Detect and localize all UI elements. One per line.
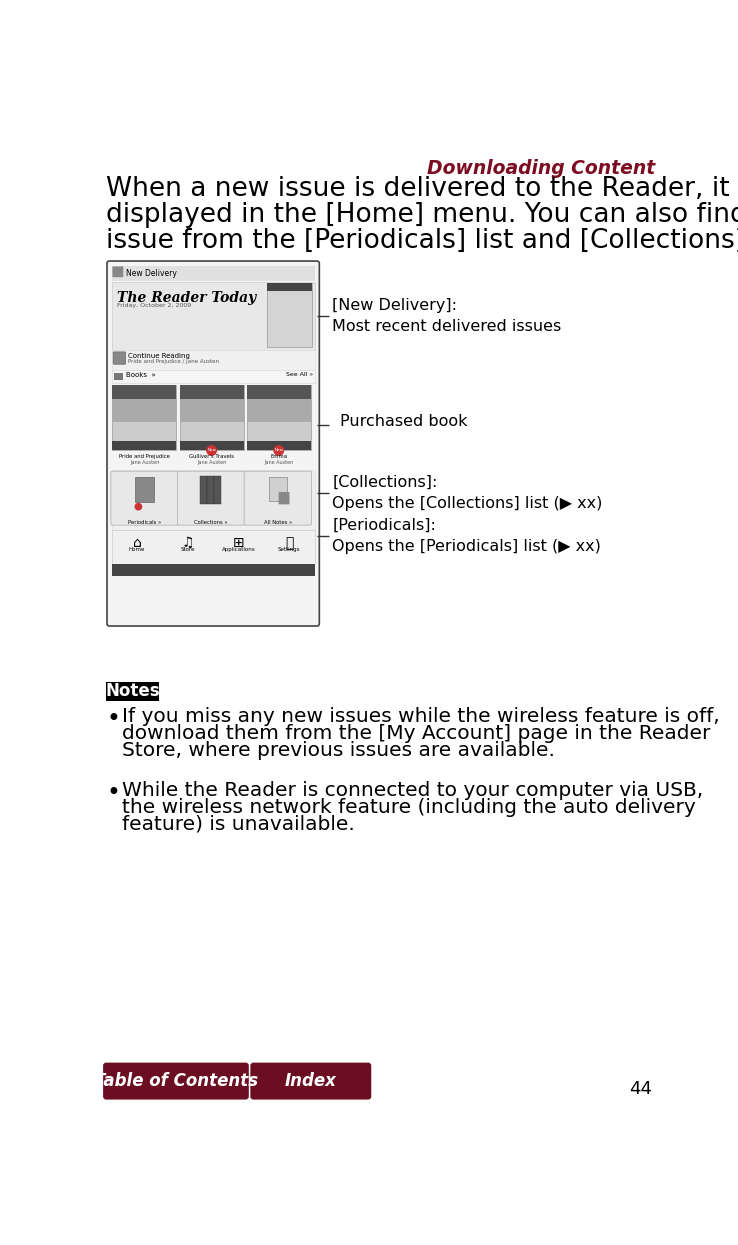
Text: New: New bbox=[275, 448, 283, 452]
Text: All Notes »: All Notes » bbox=[263, 519, 292, 525]
Text: Store, where previous issues are available.: Store, where previous issues are availab… bbox=[122, 741, 554, 759]
FancyBboxPatch shape bbox=[107, 261, 320, 626]
Text: While the Reader is connected to your computer via USB,: While the Reader is connected to your co… bbox=[122, 781, 703, 799]
Text: Purchased book: Purchased book bbox=[340, 415, 468, 430]
Text: When a new issue is delivered to the Reader, it will be: When a new issue is delivered to the Rea… bbox=[106, 176, 738, 202]
Bar bbox=[246, 385, 311, 398]
Text: •: • bbox=[106, 707, 120, 731]
Text: The Reader Today: The Reader Today bbox=[117, 291, 256, 305]
Bar bbox=[179, 398, 244, 422]
Text: See All »: See All » bbox=[286, 372, 313, 377]
Text: Jane Austen: Jane Austen bbox=[197, 459, 227, 464]
Text: Notes: Notes bbox=[106, 682, 160, 701]
Text: Opens the [Collections] list (▶ xx): Opens the [Collections] list (▶ xx) bbox=[333, 496, 603, 510]
Circle shape bbox=[206, 444, 217, 456]
Text: •: • bbox=[106, 781, 120, 804]
Text: ♫: ♫ bbox=[182, 535, 194, 550]
Text: 44: 44 bbox=[629, 1079, 652, 1098]
Text: New Delivery: New Delivery bbox=[125, 269, 176, 278]
Text: ⊞: ⊞ bbox=[232, 535, 244, 550]
Bar bbox=[111, 469, 314, 530]
Text: Emma: Emma bbox=[270, 453, 287, 458]
FancyBboxPatch shape bbox=[279, 492, 289, 504]
Bar bbox=[269, 477, 287, 500]
Text: ⚿: ⚿ bbox=[285, 535, 294, 550]
Text: Opens the [Periodicals] list (▶ xx): Opens the [Periodicals] list (▶ xx) bbox=[333, 539, 601, 554]
Text: Pride and Prejudice / Jane Austen: Pride and Prejudice / Jane Austen bbox=[128, 359, 219, 364]
Text: Books  »: Books » bbox=[126, 372, 156, 378]
Text: Index: Index bbox=[285, 1072, 337, 1091]
Text: Store: Store bbox=[181, 547, 195, 552]
Bar bbox=[114, 372, 123, 381]
Bar bbox=[106, 682, 159, 701]
Bar bbox=[112, 385, 176, 451]
Bar bbox=[179, 385, 244, 398]
FancyBboxPatch shape bbox=[113, 352, 125, 365]
Circle shape bbox=[134, 503, 142, 510]
Text: Most recent delivered issues: Most recent delivered issues bbox=[333, 319, 562, 334]
Text: Home: Home bbox=[129, 547, 145, 552]
Text: [Collections]:: [Collections]: bbox=[333, 474, 438, 489]
Bar bbox=[112, 398, 176, 422]
Bar bbox=[111, 371, 314, 383]
Text: feature) is unavailable.: feature) is unavailable. bbox=[122, 814, 354, 834]
Text: the wireless network feature (including the auto delivery: the wireless network feature (including … bbox=[122, 798, 695, 817]
Text: download them from the [My Account] page in the Reader: download them from the [My Account] page… bbox=[122, 723, 710, 743]
Text: If you miss any new issues while the wireless feature is off,: If you miss any new issues while the wir… bbox=[122, 707, 720, 726]
Bar bbox=[207, 476, 213, 503]
Text: Gulliver's Travels: Gulliver's Travels bbox=[189, 453, 234, 458]
FancyBboxPatch shape bbox=[250, 1063, 371, 1099]
Bar bbox=[214, 476, 221, 503]
Bar bbox=[246, 385, 311, 451]
Text: ⌂: ⌂ bbox=[133, 535, 142, 550]
Bar bbox=[266, 284, 311, 346]
Text: Pride and Prejudice: Pride and Prejudice bbox=[119, 453, 170, 458]
Text: Collections »: Collections » bbox=[194, 519, 228, 525]
Text: Friday, October 2, 2009: Friday, October 2, 2009 bbox=[117, 304, 191, 309]
Bar bbox=[112, 385, 176, 398]
Text: New: New bbox=[207, 448, 216, 452]
Bar bbox=[111, 281, 314, 350]
FancyBboxPatch shape bbox=[103, 1063, 249, 1099]
Text: Continue Reading: Continue Reading bbox=[128, 352, 190, 359]
Circle shape bbox=[273, 444, 284, 456]
Bar bbox=[111, 350, 314, 370]
Text: Periodicals »: Periodicals » bbox=[128, 519, 161, 525]
Bar bbox=[246, 398, 311, 422]
FancyBboxPatch shape bbox=[244, 472, 311, 525]
Bar bbox=[200, 476, 207, 503]
Text: Jane Austen: Jane Austen bbox=[264, 459, 294, 464]
Bar bbox=[266, 284, 311, 291]
FancyBboxPatch shape bbox=[111, 472, 179, 525]
Bar bbox=[246, 441, 311, 451]
FancyBboxPatch shape bbox=[112, 266, 123, 278]
Bar bbox=[179, 385, 244, 451]
Bar bbox=[111, 265, 314, 281]
FancyBboxPatch shape bbox=[178, 472, 245, 525]
Bar bbox=[135, 477, 154, 502]
Text: Settings: Settings bbox=[278, 547, 300, 552]
Text: [New Delivery]:: [New Delivery]: bbox=[333, 298, 458, 312]
Bar bbox=[112, 441, 176, 451]
Bar bbox=[179, 441, 244, 451]
Text: displayed in the [Home] menu. You can also find the: displayed in the [Home] menu. You can al… bbox=[106, 202, 738, 228]
Bar bbox=[111, 530, 314, 564]
Text: [Periodicals]:: [Periodicals]: bbox=[333, 518, 436, 533]
Text: Downloading Content: Downloading Content bbox=[427, 158, 655, 178]
Text: Jane Austen: Jane Austen bbox=[130, 459, 159, 464]
Text: issue from the [Periodicals] list and [Collections] list.: issue from the [Periodicals] list and [C… bbox=[106, 228, 738, 254]
Text: Table of Contents: Table of Contents bbox=[94, 1072, 258, 1091]
Bar bbox=[111, 564, 314, 576]
Text: Applications: Applications bbox=[221, 547, 255, 552]
